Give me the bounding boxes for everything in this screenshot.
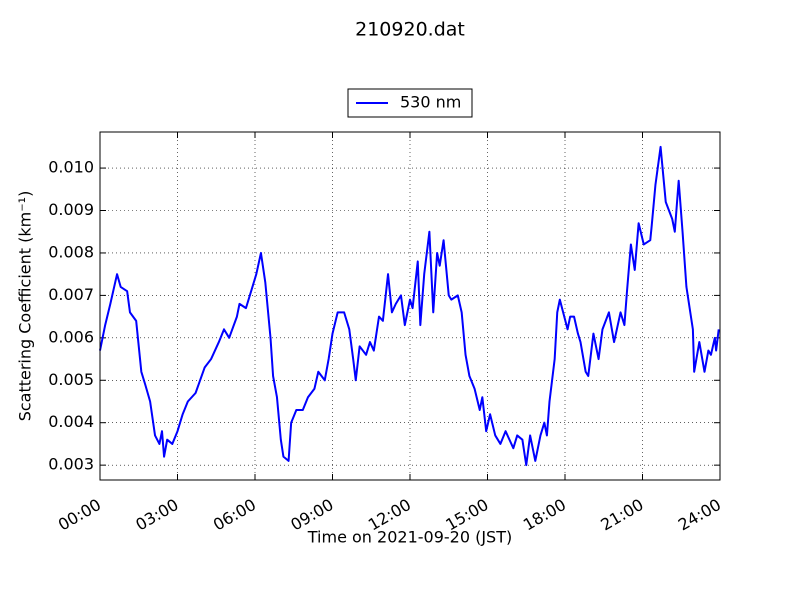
y-tick-label: 0.004 — [48, 412, 94, 431]
y-tick-label: 0.006 — [48, 327, 94, 346]
y-tick-label: 0.008 — [48, 242, 94, 261]
y-tick-label: 0.003 — [48, 455, 94, 474]
chart-title: 210920.dat — [355, 19, 465, 41]
data-line — [99, 145, 720, 467]
legend-label: 530 nm — [400, 93, 461, 112]
y-tick-label: 0.005 — [48, 370, 94, 389]
y-tick-label: 0.009 — [48, 200, 94, 219]
x-axis-label: Time on 2021-09-20 (JST) — [307, 528, 512, 547]
y-axis-label: Scattering Coefficient (km⁻¹) — [16, 191, 35, 422]
y-tick-label: 0.010 — [48, 158, 94, 177]
y-tick-label: 0.007 — [48, 285, 94, 304]
plot-frame — [99, 131, 721, 481]
